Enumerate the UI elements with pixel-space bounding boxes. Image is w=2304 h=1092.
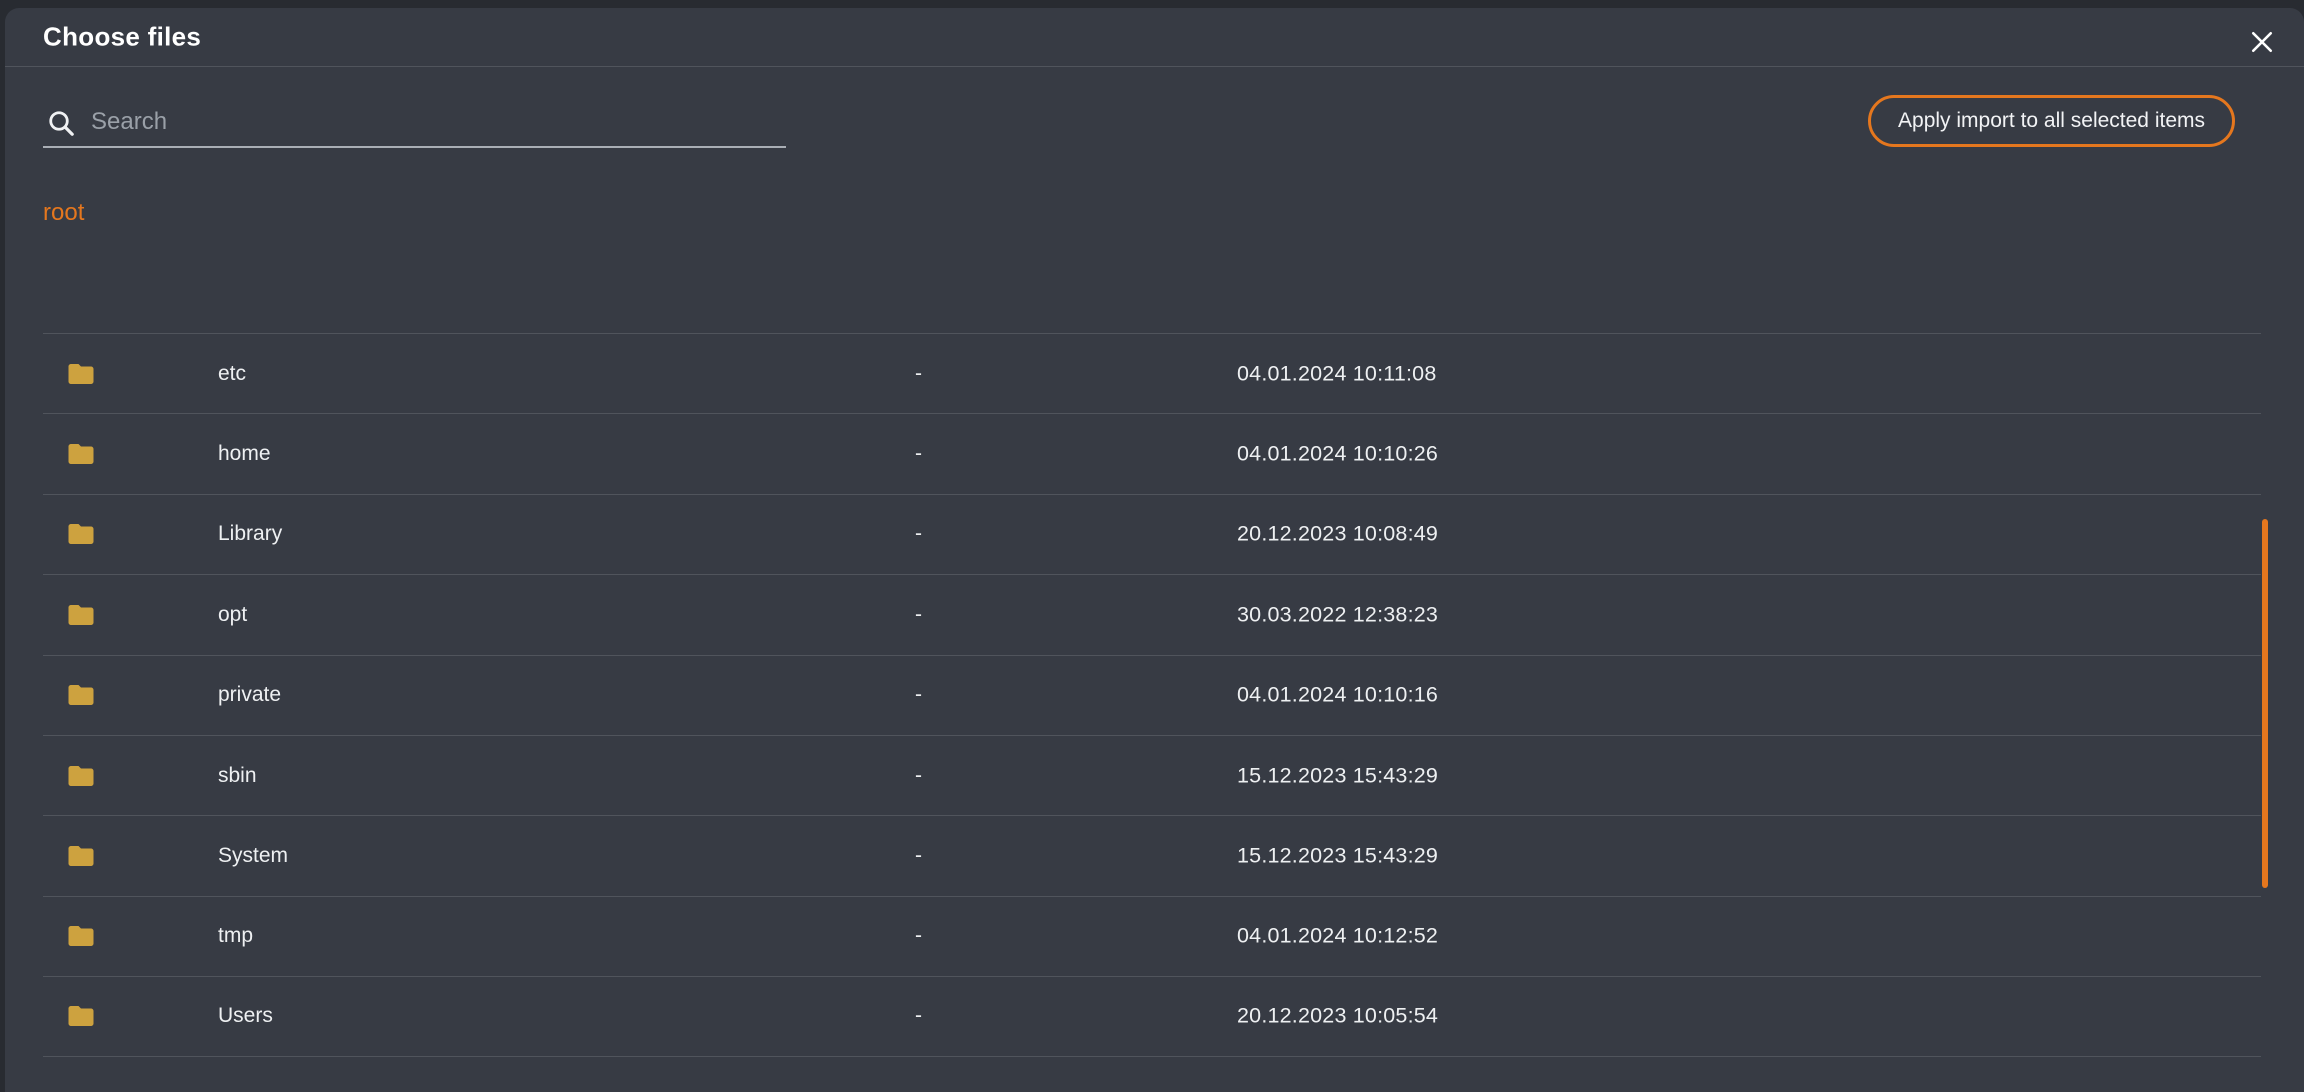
- folder-icon: [66, 1001, 96, 1031]
- file-modified-date: 04.01.2024 10:12:52: [1237, 923, 1439, 948]
- file-size: -: [915, 844, 922, 868]
- file-name: Users: [218, 1004, 273, 1028]
- scrollbar-thumb[interactable]: [2262, 519, 2268, 888]
- close-icon: [2247, 27, 2277, 57]
- table-row[interactable]: etc - 04.01.2024 10:11:08: [43, 333, 2261, 413]
- dialog-title: Choose files: [43, 21, 202, 52]
- folder-icon: [66, 359, 96, 389]
- file-name: home: [218, 442, 271, 466]
- file-size: -: [915, 442, 922, 466]
- file-name: sbin: [218, 763, 257, 787]
- choose-files-dialog: Choose files Apply import to all selecte…: [5, 8, 2304, 1092]
- table-row[interactable]: opt - 30.03.2022 12:38:23: [43, 574, 2261, 654]
- search-input[interactable]: [91, 100, 781, 144]
- file-size: -: [915, 522, 922, 546]
- close-button[interactable]: [2241, 21, 2283, 63]
- folder-icon: [66, 921, 96, 951]
- folder-icon: [66, 761, 96, 791]
- file-modified-date: 15.12.2023 15:43:29: [1237, 763, 1439, 788]
- file-modified-date: 04.01.2024 10:10:16: [1237, 682, 1439, 707]
- file-name: etc: [218, 361, 247, 385]
- table-row[interactable]: tmp - 04.01.2024 10:12:52: [43, 895, 2261, 976]
- folder-icon: [66, 841, 96, 871]
- table-row[interactable]: Users - 20.12.2023 10:05:54: [43, 976, 2261, 1057]
- dialog-header: Choose files: [5, 8, 2304, 67]
- file-modified-date: 15.12.2023 15:43:29: [1237, 843, 1439, 868]
- file-size: -: [915, 763, 922, 787]
- file-modified-date: 04.01.2024 10:11:08: [1237, 361, 1437, 386]
- table-row[interactable]: System - 15.12.2023 15:43:29: [43, 815, 2261, 895]
- file-modified-date: 20.12.2023 10:05:54: [1237, 1003, 1439, 1028]
- folder-icon: [66, 600, 96, 630]
- file-table: etc - 04.01.2024 10:11:08 home - 04.01.2…: [43, 333, 2261, 1057]
- file-size: -: [915, 924, 922, 948]
- table-row[interactable]: private - 04.01.2024 10:10:16: [43, 654, 2261, 735]
- breadcrumb-root[interactable]: root: [43, 199, 85, 226]
- file-size: -: [915, 1004, 922, 1028]
- search-icon: [45, 107, 77, 139]
- file-name: Library: [218, 522, 283, 546]
- file-size: -: [915, 683, 922, 707]
- folder-icon: [66, 519, 96, 549]
- folder-icon: [66, 439, 96, 469]
- table-row[interactable]: sbin - 15.12.2023 15:43:29: [43, 734, 2261, 815]
- file-modified-date: 04.01.2024 10:10:26: [1237, 441, 1439, 466]
- file-name: opt: [218, 602, 248, 626]
- search-field[interactable]: [43, 100, 786, 148]
- file-modified-date: 30.03.2022 12:38:23: [1237, 602, 1439, 627]
- table-row[interactable]: home - 04.01.2024 10:10:26: [43, 413, 2261, 493]
- apply-import-button[interactable]: Apply import to all selected items: [1868, 95, 2235, 147]
- table-row[interactable]: Library - 20.12.2023 10:08:49: [43, 493, 2261, 574]
- file-name: tmp: [218, 924, 254, 948]
- file-modified-date: 20.12.2023 10:08:49: [1237, 521, 1439, 546]
- file-name: private: [218, 683, 282, 707]
- file-size: -: [915, 361, 922, 385]
- file-name: System: [218, 844, 289, 868]
- file-size: -: [915, 602, 922, 626]
- folder-icon: [66, 680, 96, 710]
